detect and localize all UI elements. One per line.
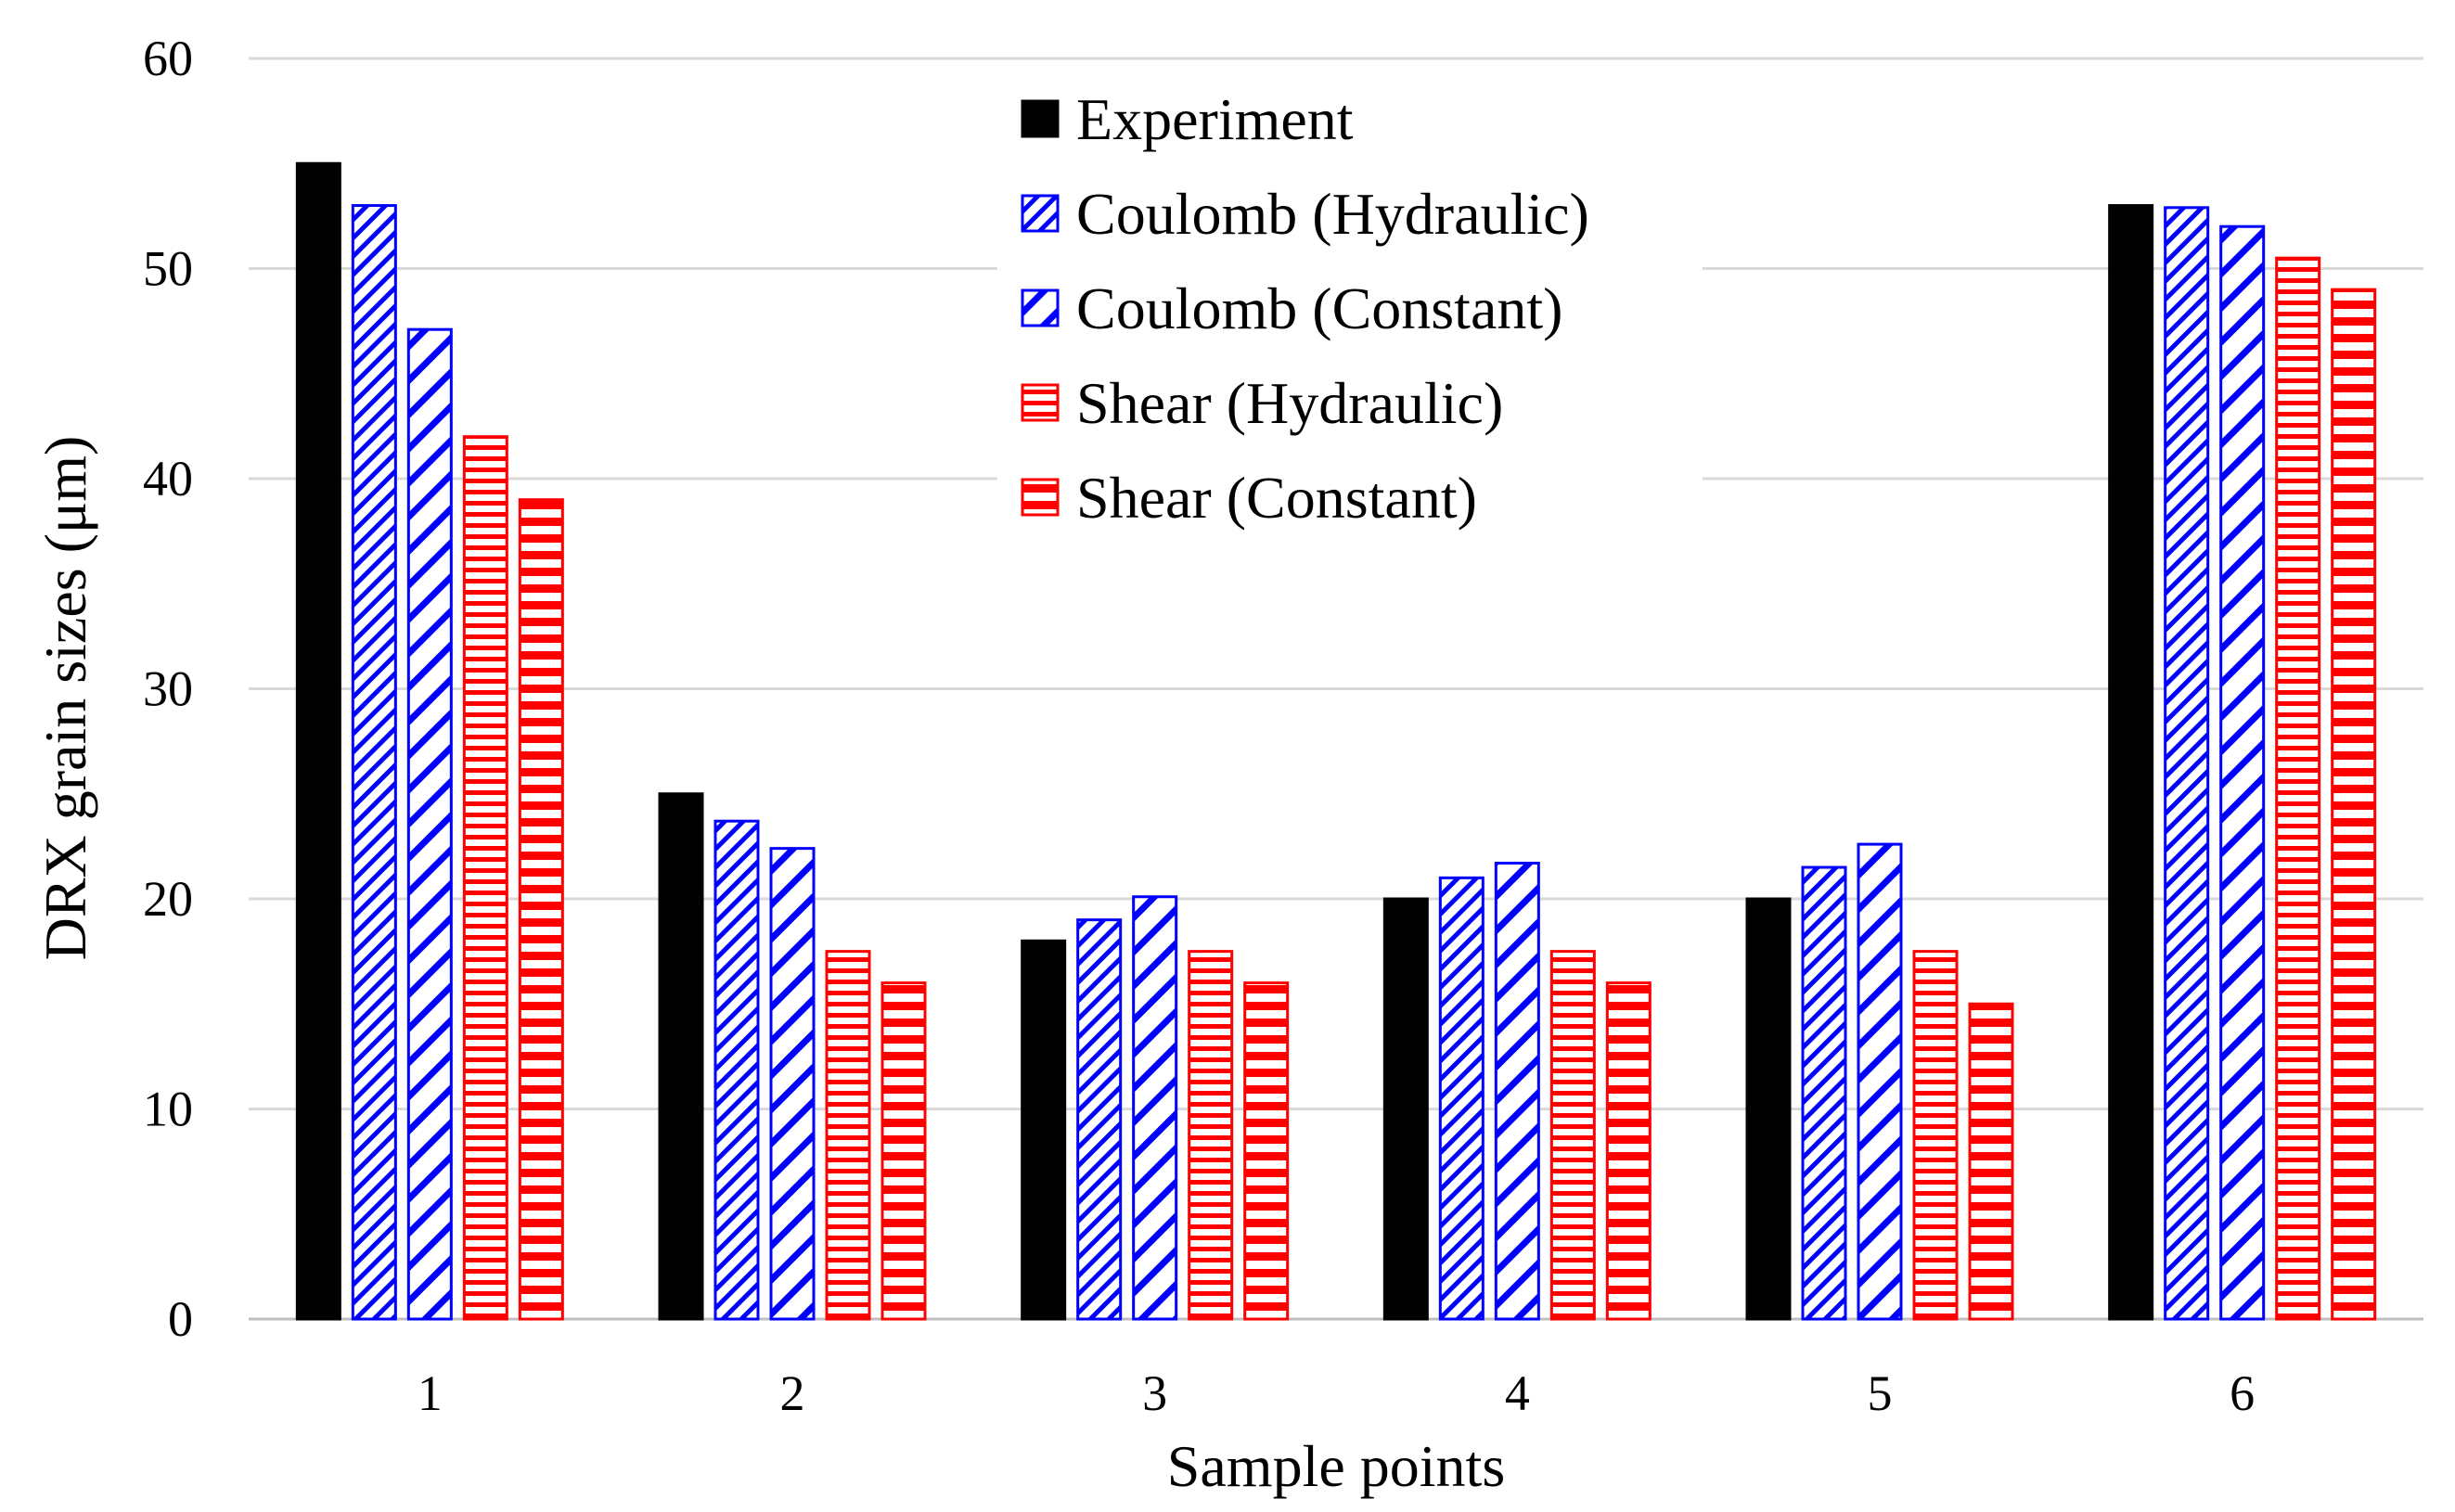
bar-shear-hydraulic-point-6 [2275,256,2321,1321]
x-axis-ticks: 1 2 3 4 5 6 [418,1365,2255,1421]
bar-shear-constant-point-4 [1605,981,1652,1321]
y-tick-label: 20 [143,871,193,927]
bar-shear-constant-point-6 [2331,288,2377,1321]
bar-coulomb-constant-point-3 [1132,895,1178,1321]
legend-entry-coulomb-constant: Coulomb (Constant) [1021,275,1562,341]
bars [295,161,2377,1321]
legend-swatch [1021,288,1060,327]
bar-shear-hydraulic-point-3 [1188,950,1234,1321]
y-tick-label: 10 [143,1082,193,1137]
legend-label: Shear (Constant) [1076,465,1477,531]
legend-label: Coulomb (Hydraulic) [1076,181,1589,247]
x-axis-title: Sample points [1167,1433,1505,1499]
bar-experiment-point-6 [2108,204,2154,1321]
x-tick-label: 3 [1142,1365,1167,1421]
y-tick-label: 0 [168,1291,193,1347]
bar-shear-hydraulic-point-1 [462,435,508,1321]
legend-label: Experiment [1076,86,1354,152]
bar-coulomb-hydraulic-point-1 [351,204,397,1321]
legend-swatch [1021,478,1060,517]
legend-entry-coulomb-hydraulic: Coulomb (Hydraulic) [1021,181,1589,247]
legend-entry-experiment: Experiment [1021,86,1354,152]
legend: Experiment Coulomb (Hydraulic) Coulomb (Co… [997,86,1703,570]
bar-shear-constant-point-2 [880,981,927,1321]
y-tick-label: 50 [143,241,193,297]
legend-background [997,88,1703,570]
bar-experiment-point-2 [658,792,704,1321]
bar-coulomb-hydraulic-point-6 [2164,206,2210,1321]
bar-experiment-point-3 [1021,939,1067,1321]
x-tick-label: 5 [1868,1365,1893,1421]
legend-label: Coulomb (Constant) [1076,275,1562,341]
bar-shear-constant-point-1 [518,498,564,1321]
bar-shear-constant-point-3 [1243,981,1290,1321]
bar-experiment-point-5 [1745,897,1792,1321]
x-tick-label: 1 [418,1365,443,1421]
bar-coulomb-constant-point-5 [1857,842,1903,1321]
bar-coulomb-hydraulic-point-5 [1801,865,1847,1321]
x-tick-label: 6 [2230,1365,2255,1421]
legend-swatch [1021,383,1060,422]
bar-shear-constant-point-5 [1968,1002,2014,1321]
y-tick-label: 60 [143,31,193,86]
legend-swatch [1021,99,1060,138]
bar-shear-hydraulic-point-4 [1549,950,1596,1321]
bar-experiment-point-4 [1382,897,1429,1321]
y-tick-label: 30 [143,661,193,717]
bar-shear-hydraulic-point-2 [825,950,871,1321]
bar-coulomb-constant-point-1 [406,327,453,1321]
legend-label: Shear (Hydraulic) [1076,370,1503,436]
y-axis-ticks: 0 10 20 30 40 50 60 [143,31,193,1347]
bar-coulomb-constant-point-4 [1494,861,1540,1321]
y-axis-title: DRX grain sizes (μm) [32,436,98,961]
bar-coulomb-hydraulic-point-2 [713,819,760,1321]
bar-coulomb-constant-point-2 [769,847,816,1321]
legend-entry-shear-hydraulic: Shear (Hydraulic) [1021,370,1503,436]
x-tick-label: 4 [1505,1365,1530,1421]
bar-coulomb-constant-point-6 [2219,224,2266,1321]
bar-coulomb-hydraulic-point-4 [1438,876,1485,1321]
bar-coulomb-hydraulic-point-3 [1076,918,1123,1321]
legend-entry-shear-constant: Shear (Constant) [1021,465,1477,531]
legend-swatch [1021,194,1060,233]
bar-shear-hydraulic-point-5 [1912,950,1959,1321]
x-tick-label: 2 [780,1365,805,1421]
bar-experiment-point-1 [295,161,341,1321]
y-tick-label: 40 [143,451,193,506]
